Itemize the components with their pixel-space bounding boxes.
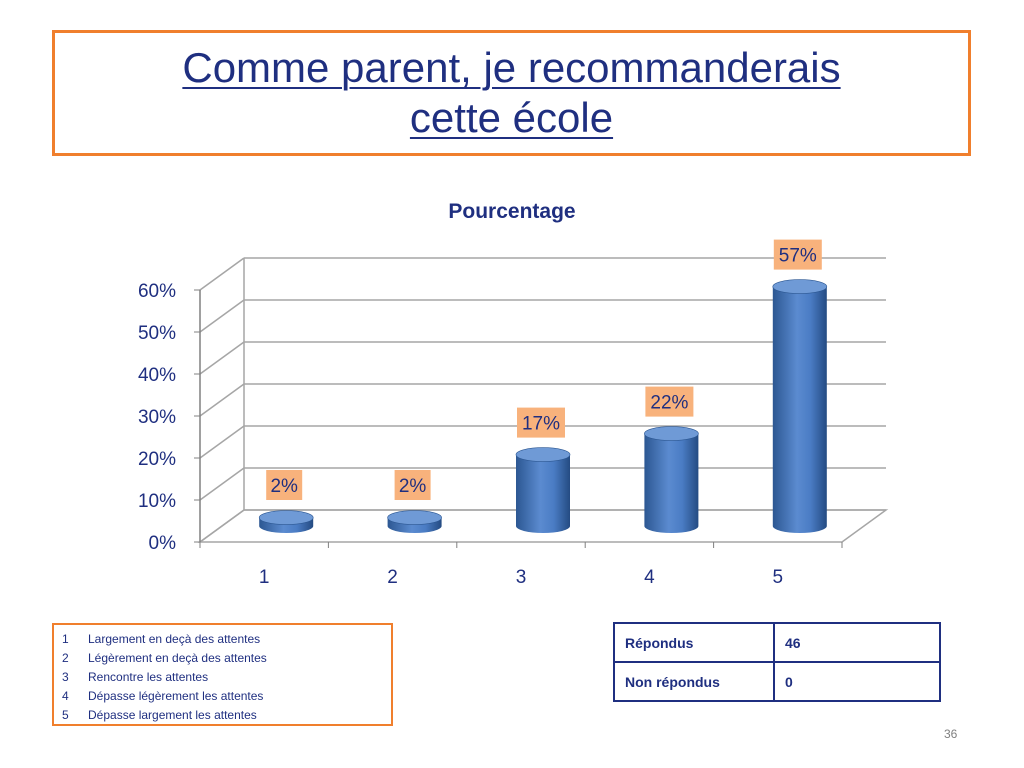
gridline-side (199, 467, 245, 501)
bar-top (644, 426, 699, 441)
data-label: 17% (517, 407, 565, 438)
stat-value: 0 (773, 661, 941, 702)
legend-text: Rencontre les attentes (88, 670, 209, 684)
data-label-text: 2% (399, 476, 427, 497)
legend-number: 5 (62, 708, 69, 722)
bar (515, 447, 571, 533)
legend-number: 4 (62, 689, 69, 703)
axis-layer: 0% 10% 20% 30% 40% 50% 60% 1 2 3 4 5 (138, 281, 843, 588)
y-tick-label: 60% (138, 281, 176, 302)
data-label-text: 2% (270, 476, 298, 497)
y-tick-label: 30% (138, 407, 176, 428)
labels-layer: 2% 2% 17% 22% 57% (266, 239, 822, 500)
legend-text: Dépasse largement les attentes (88, 708, 257, 722)
table-row: Non répondus 0 (613, 661, 941, 702)
x-tick-label: 5 (773, 567, 784, 588)
x-tick-label: 3 (516, 567, 527, 588)
data-label-bg (266, 470, 303, 500)
bar (644, 426, 699, 533)
slide-title-line2: cette école (409, 94, 614, 141)
data-label-text: 22% (650, 393, 688, 414)
y-tick-label: 40% (138, 365, 176, 386)
bar (772, 279, 828, 533)
x-tick-label: 4 (644, 567, 655, 588)
legend-number: 3 (62, 670, 69, 684)
data-label-bg (394, 470, 431, 500)
bar (387, 510, 442, 533)
stat-label: Non répondus (613, 661, 775, 702)
table-row: Répondus 46 (613, 622, 941, 663)
bar (258, 510, 314, 533)
legend-row: 2 Légèrement en deçà des attentes (62, 649, 383, 668)
stat-label: Répondus (613, 622, 775, 663)
legend-row: 5 Dépasse largement les attentes (62, 706, 383, 725)
y-tick-label: 10% (138, 491, 176, 512)
data-label-text: 57% (779, 246, 817, 267)
x-tick-label: 1 (259, 567, 270, 588)
gridline-side (199, 425, 245, 459)
data-label-bg (645, 386, 694, 417)
chart-floor (197, 509, 889, 543)
bars-layer (258, 279, 828, 533)
data-label: 22% (645, 386, 694, 417)
data-label-text: 17% (522, 414, 560, 435)
legend-text: Légèrement en deçà des attentes (88, 651, 267, 665)
bar-body (516, 454, 570, 533)
bar-body (772, 286, 827, 533)
data-label: 57% (773, 239, 822, 270)
data-label: 2% (266, 470, 303, 500)
legend-row: 1 Largement en deçà des attentes (62, 630, 383, 649)
title-box: Comme parent, je recommanderais cette éc… (52, 30, 971, 156)
legend-text: Dépasse légèrement les attentes (88, 689, 264, 703)
stat-value: 46 (773, 622, 941, 663)
legend-number: 2 (62, 651, 69, 665)
bar-top (387, 510, 442, 525)
gridline-side (199, 383, 245, 417)
gridline-side (199, 341, 245, 375)
bar-top (515, 447, 571, 462)
data-label: 2% (394, 470, 431, 500)
legend-row: 3 Rencontre les attentes (62, 668, 383, 687)
page-number: 36 (944, 727, 958, 741)
bar-body (644, 433, 699, 533)
data-label-bg (773, 239, 822, 270)
gridline-side (199, 299, 245, 333)
data-label-bg (517, 407, 565, 438)
y-tick-label: 50% (138, 323, 176, 344)
gridline-side (199, 257, 245, 291)
legend-row: 4 Dépasse légèrement les attentes (62, 687, 383, 706)
y-tick-label: 0% (149, 533, 177, 554)
response-stats-table: Répondus 46 Non répondus 0 (613, 622, 941, 702)
bar-chart: Pourcentage 0% 10% 20% 30% 40% 50% 60% 1 2 3 4 5 2%… (138, 200, 889, 588)
category-legend: 1 Largement en deçà des attentes 2 Légèr… (52, 623, 393, 726)
y-tick-label: 20% (138, 449, 176, 470)
bar-top (772, 279, 828, 294)
x-tick-label: 2 (387, 567, 398, 588)
legend-text: Largement en deçà des attentes (88, 632, 261, 646)
bar-top (258, 510, 314, 525)
legend-number: 1 (62, 632, 69, 646)
chart-title: Pourcentage (448, 200, 575, 223)
slide-title-line1: Comme parent, je recommanderais (182, 44, 841, 91)
